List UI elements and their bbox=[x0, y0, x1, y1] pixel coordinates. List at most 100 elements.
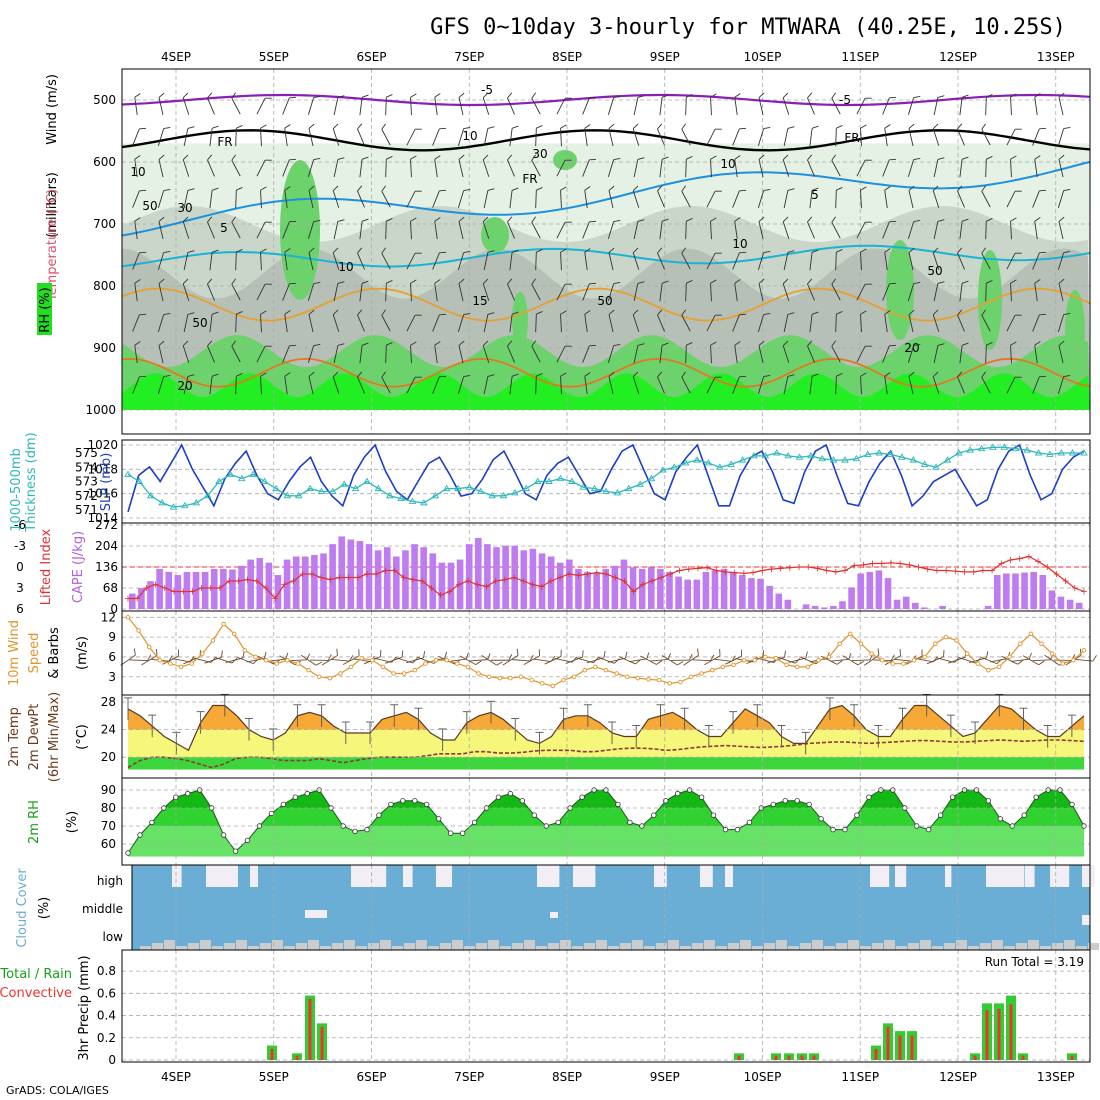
cape-bar bbox=[984, 605, 992, 609]
wind-barb-staff bbox=[385, 221, 387, 240]
thickness-point bbox=[420, 499, 428, 506]
wind-barb-staff bbox=[633, 221, 639, 240]
rh-blob bbox=[886, 240, 914, 340]
rh-blob bbox=[481, 217, 509, 253]
wind-barb-staff bbox=[860, 190, 862, 209]
wind-barb bbox=[685, 94, 693, 116]
cape-bar bbox=[675, 576, 682, 609]
surface-wind-barb-staff bbox=[713, 658, 732, 662]
surface-wind-barb-staff bbox=[544, 656, 562, 665]
surface-wind-barb-flag bbox=[263, 651, 267, 659]
wind-barb bbox=[410, 155, 417, 178]
wind-barb-flag bbox=[1034, 155, 1041, 160]
wind-barb-flag bbox=[260, 372, 267, 377]
low-cloud-segment bbox=[416, 940, 427, 950]
wind-barb bbox=[607, 220, 621, 239]
wind-barb-flag bbox=[758, 154, 765, 160]
wind-barb-flag bbox=[637, 157, 645, 160]
cape-bar bbox=[292, 556, 300, 609]
wind-barb bbox=[410, 217, 417, 240]
precip-label-3: 3hr Precip (mm) bbox=[77, 955, 92, 1060]
lifted-index-point bbox=[1081, 588, 1087, 595]
middle-cloud-segment bbox=[305, 910, 327, 918]
wind-barb-staff bbox=[158, 159, 164, 178]
wind-barb bbox=[710, 155, 717, 178]
wind-barb-staff bbox=[831, 284, 841, 301]
wind-barb-flag bbox=[439, 313, 447, 316]
wind-barb-staff bbox=[582, 283, 590, 301]
wind-barb bbox=[282, 158, 297, 177]
wind-speed-point bbox=[996, 664, 1002, 670]
thickness-point bbox=[454, 484, 462, 492]
wind-barb-staff bbox=[157, 190, 165, 208]
low-cloud-segment bbox=[356, 946, 367, 950]
rh-point bbox=[830, 826, 836, 833]
wind-barb-flag bbox=[831, 92, 837, 99]
lifted-index-point bbox=[575, 572, 582, 579]
wind-barb bbox=[882, 96, 897, 115]
wind-barb bbox=[432, 313, 447, 332]
surface-wind-barb bbox=[607, 651, 628, 663]
low-cloud-segment bbox=[968, 946, 979, 950]
wind-barb-flag bbox=[458, 340, 465, 346]
wind-barb bbox=[457, 251, 471, 270]
surface-wind-barb bbox=[214, 657, 238, 664]
wind-barb-flag bbox=[932, 123, 939, 129]
wind-barb bbox=[260, 372, 267, 395]
wind-barb-staff bbox=[933, 345, 939, 364]
wind-barb-flag bbox=[284, 248, 291, 253]
rh-point bbox=[555, 819, 561, 826]
wind-barb bbox=[457, 127, 471, 146]
lifted-index-point bbox=[805, 564, 812, 570]
wind-barb bbox=[933, 219, 945, 240]
surface-wind-barb-staff bbox=[650, 659, 669, 662]
wind-barb-staff bbox=[584, 190, 588, 209]
wind-barb-staff bbox=[908, 376, 914, 395]
wind-barb bbox=[132, 313, 147, 332]
wind-barb-flag bbox=[231, 340, 237, 347]
wind-barb bbox=[385, 218, 393, 240]
wind-barb bbox=[732, 313, 747, 332]
surface-wind-barb-staff bbox=[851, 659, 870, 662]
wind-barb bbox=[157, 375, 171, 394]
wind-barb-flag bbox=[332, 247, 339, 253]
wind-barb-staff bbox=[659, 221, 663, 240]
wind-barb bbox=[685, 280, 693, 302]
thickness-point bbox=[374, 484, 383, 492]
thickness-point bbox=[385, 491, 394, 499]
wind-barb bbox=[607, 158, 621, 177]
wind-barb bbox=[860, 372, 867, 395]
wind-barb-flag bbox=[884, 186, 891, 191]
thickness-point bbox=[397, 494, 405, 502]
upper-air-frame bbox=[121, 68, 1091, 435]
thickness-point bbox=[1034, 449, 1043, 456]
wind-barb-staff bbox=[332, 190, 340, 208]
wind-barb bbox=[256, 283, 272, 301]
wind-barb-flag bbox=[608, 247, 615, 253]
wind-barb bbox=[757, 189, 771, 208]
wind-barb-staff bbox=[359, 221, 363, 240]
wind-barb-flag bbox=[565, 97, 572, 99]
wind-barb bbox=[483, 250, 495, 271]
surface-wind-barb-flag bbox=[221, 650, 223, 658]
wind-speed-point bbox=[529, 677, 534, 683]
wind-barb bbox=[410, 93, 417, 116]
wind-barb-flag bbox=[986, 94, 993, 98]
precip-convective-bar bbox=[886, 1026, 890, 1060]
surface-wind-barb-staff bbox=[502, 654, 519, 666]
contour-label: -5 bbox=[839, 93, 851, 107]
surface-wind-barb bbox=[661, 655, 684, 666]
wind-barb-staff bbox=[458, 283, 464, 302]
surface-wind-barb-staff bbox=[331, 659, 350, 662]
wind-barb-flag bbox=[831, 278, 837, 285]
wind-barb-staff bbox=[685, 97, 687, 116]
thickness-point bbox=[795, 453, 804, 460]
wind-barb-staff bbox=[809, 376, 813, 395]
thickness-point bbox=[807, 451, 815, 459]
wind-speed-point bbox=[306, 667, 311, 673]
wind-barb-flag bbox=[811, 311, 819, 315]
wind-barb-staff bbox=[608, 376, 614, 395]
temp-line bbox=[127, 704, 1085, 752]
thickness-point bbox=[818, 454, 827, 462]
wind-barb-flag bbox=[908, 123, 915, 129]
